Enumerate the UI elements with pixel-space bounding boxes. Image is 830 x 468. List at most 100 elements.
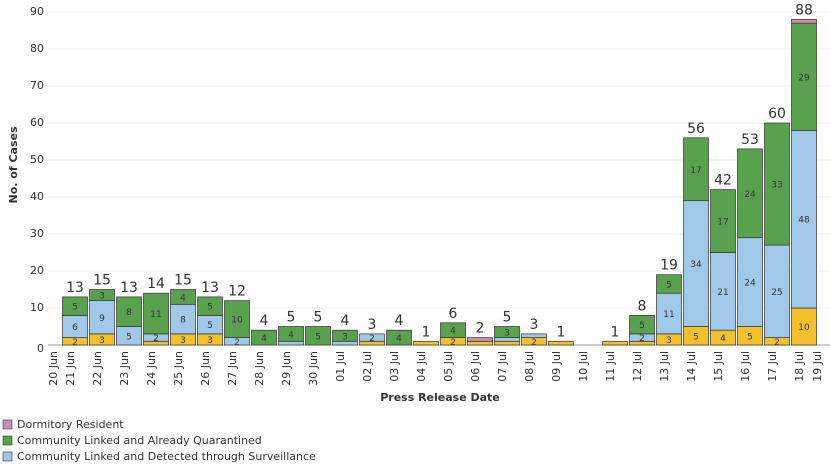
x-tick-label: 15 Jul [712,351,725,382]
y-tick-label: 50 [30,153,44,166]
segment-label: 2 [450,338,456,348]
total-label: 4 [341,313,350,329]
total-label: 15 [174,273,192,289]
segment-label: 4 [180,293,186,303]
x-tick-label: 26 Jun [199,351,212,386]
bar-segment [170,289,196,305]
y-tick-label: 0 [37,342,44,355]
segment-label: 4 [450,327,456,337]
bar-segment [602,340,628,346]
bar-segment [413,340,439,346]
segment-label: 48 [798,216,810,226]
y-tick-label: 20 [30,264,44,277]
bar-segment [278,340,304,346]
bar-segment [386,329,412,346]
x-tick-label: 03 Jul [388,351,401,382]
segment-label: 24 [744,190,756,200]
segment-label: 17 [690,166,701,176]
total-label: 4 [395,313,404,329]
segment-label: 3 [99,292,105,302]
bar-segment [683,200,709,327]
x-tick-label: 23 Jun [118,351,131,386]
bar-segment [656,274,682,294]
total-label: 1 [557,324,566,340]
bar-segment [251,329,277,346]
bar-segment [116,296,142,327]
y-tick-label: 70 [30,79,44,92]
total-label: 5 [287,310,296,326]
segment-label: 21 [717,288,728,298]
bar-segment [791,130,817,309]
y-axis-title: No. of Cases [7,126,20,203]
total-label: 5 [503,310,512,326]
total-label: 3 [530,317,539,333]
segment-label: 5 [72,303,78,313]
bar-segment [278,326,304,342]
total-label: 53 [741,132,759,148]
x-tick-label: 14 Jul [685,351,698,382]
x-tick-label: 12 Jul [631,351,644,382]
bar-segment [629,315,655,335]
x-tick-label: 09 Jul [550,351,563,382]
bar-segment [224,300,250,338]
bar-segment [791,307,817,346]
x-tick-label: 24 Jun [145,351,158,386]
bar-segment [494,340,520,346]
x-tick-label: 29 Jun [280,351,293,386]
segment-label: 5 [639,321,645,331]
legend-swatch [2,419,13,430]
segment-label: 17 [717,218,728,228]
y-tick-label: 80 [30,42,44,55]
x-tick-label: 04 Jul [415,351,428,382]
segment-label: 2 [531,338,537,348]
bar-segment [62,296,88,316]
bar-segment [467,340,493,346]
bar-segment [764,244,790,338]
total-label: 1 [422,324,431,340]
legend-label: Community Linked and Already Quarantined [17,434,262,447]
bar-segment [89,289,115,301]
x-tick-label: 07 Jul [496,351,509,382]
legend-label: Community Linked and Detected through Su… [17,450,316,463]
bar-segment [197,296,223,316]
total-label: 13 [201,280,219,296]
segment-label: 24 [744,279,756,289]
total-label: 42 [714,173,732,189]
x-tick-label: 22 Jun [91,351,104,386]
total-label: 8 [638,298,647,314]
segment-label: 3 [207,336,213,346]
bar-segment [359,333,385,342]
segment-label: 4 [288,330,294,340]
segment-label: 5 [207,321,213,331]
bar-segment [89,300,115,335]
x-tick-label: 08 Jul [523,351,536,382]
x-tick-label: 25 Jun [172,351,185,386]
legend-label: Dormitory Resident [17,418,124,431]
segment-label: 3 [666,336,672,346]
segment-label: 9 [99,314,105,324]
total-label: 13 [120,280,138,296]
x-tick-label: 06 Jul [469,351,482,382]
x-axis-title: Press Release Date [380,391,500,404]
x-tick-label: 13 Jul [658,351,671,382]
x-tick-label: 10 Jul [577,351,590,382]
x-tick-label: 28 Jun [253,351,266,386]
x-tick-label: 30 Jun [307,351,320,386]
total-label: 4 [260,313,269,329]
bar-segment [548,340,574,346]
segment-label: 5 [693,332,699,342]
x-tick-label: 11 Jul [604,351,617,382]
y-tick-label: 90 [30,5,44,18]
total-label: 60 [768,106,786,122]
segment-label: 4 [720,334,726,344]
bar-segment [305,326,331,346]
segment-label: 5 [207,303,213,313]
x-tick-label: 21 Jun [64,351,77,386]
bar-segment [683,137,709,202]
segment-label: 10 [798,323,810,333]
segment-label: 3 [342,332,348,342]
y-tick-label: 40 [30,190,44,203]
y-tick-label: 30 [30,227,44,240]
segment-label: 6 [72,323,78,333]
